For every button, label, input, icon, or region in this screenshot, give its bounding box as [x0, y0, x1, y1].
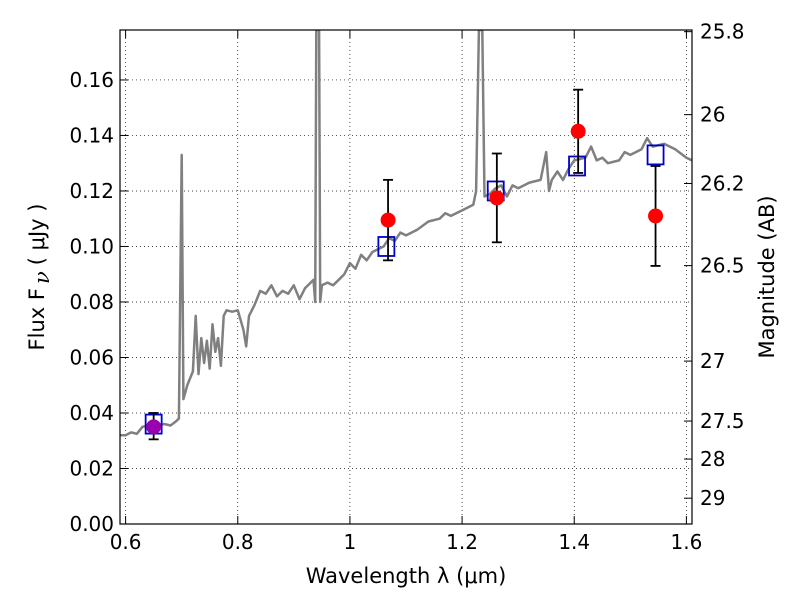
model-point	[377, 236, 396, 257]
x-tick-label: 1	[344, 530, 357, 554]
y2-tick-label: 29	[700, 486, 725, 510]
observed-point	[489, 190, 505, 206]
y-axis-label-units: ( μJy )	[25, 204, 49, 266]
observed-point	[146, 419, 162, 435]
y-tick-label: 0.14	[69, 123, 114, 147]
y-axis-label: Flux F ν ( μJy )	[25, 204, 54, 351]
observed-point	[570, 123, 586, 139]
x-tick-label: 0.8	[222, 530, 254, 554]
plot-data	[120, 30, 692, 441]
y-tick-label: 0.02	[69, 456, 114, 480]
y-tick-label: 0.04	[69, 401, 114, 425]
observed-point	[648, 208, 664, 224]
x-axis-label: Wavelength λ (μm)	[306, 564, 507, 588]
y-tick-label: 0.16	[69, 68, 114, 92]
spectrum-line	[120, 30, 692, 437]
y-tick-label: 0.12	[69, 179, 114, 203]
x-tick-label: 1.2	[446, 530, 478, 554]
y2-tick-label: 28	[700, 447, 725, 471]
y-axis-label-subscript: ν	[30, 271, 54, 284]
x-tick-label: 1.6	[670, 530, 702, 554]
y2-axis-label: Magnitude (AB)	[755, 195, 779, 358]
y-tick-label: 0.00	[69, 512, 114, 536]
y2-tick-label: 27	[700, 349, 725, 373]
y-tick-label: 0.06	[69, 345, 114, 369]
y2-tick-label: 26.5	[700, 254, 745, 278]
observed-point	[380, 212, 396, 228]
y2-tick-label: 25.8	[700, 20, 745, 44]
axes: 0.6 0.8 1 1.2 1.4 1.6 0.00 0.02 0.04 0.06 0.08 0.10…	[69, 20, 744, 554]
x-tick-label: 1.4	[558, 530, 590, 554]
x-tick-label: 0.6	[110, 530, 142, 554]
model-point	[646, 144, 665, 166]
y2-tick-label: 26	[700, 103, 725, 127]
plot-frame	[119, 29, 693, 525]
y2-tick-label: 27.5	[700, 409, 745, 433]
y2-tick-label: 26.2	[700, 171, 745, 195]
model-point	[568, 155, 586, 177]
y-tick-label: 0.08	[69, 290, 114, 314]
y-tick-label: 0.10	[69, 234, 114, 258]
y-axis-label-main: Flux F	[25, 288, 49, 350]
grid	[120, 30, 692, 525]
